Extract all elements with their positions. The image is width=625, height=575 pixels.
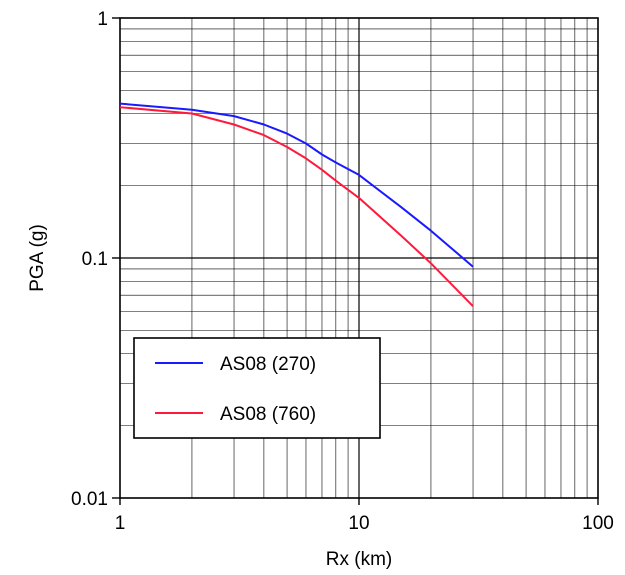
legend-box xyxy=(133,337,381,439)
legend-entry-as08-270: AS08 (270) xyxy=(220,354,316,375)
legend-entry-as08-760: AS08 (760) xyxy=(220,404,316,425)
x-tick-label: 1 xyxy=(115,513,126,534)
x-axis-label: Rx (km) xyxy=(326,549,392,570)
y-tick-label: 0.01 xyxy=(71,489,108,510)
x-tick-label: 100 xyxy=(582,513,614,534)
series-line-as08-760 xyxy=(119,106,474,307)
tick-labels: 1 10 100 0.01 0.1 1 xyxy=(71,9,614,534)
series-line-as08-270 xyxy=(119,102,474,268)
legend: AS08 (270) AS08 (760) xyxy=(133,337,381,439)
x-tick-label: 10 xyxy=(348,513,369,534)
y-axis-label: PGA (g) xyxy=(27,224,48,292)
y-tick-label: 1 xyxy=(97,9,108,30)
y-tick-label: 0.1 xyxy=(82,249,108,270)
series-layer xyxy=(119,102,474,307)
